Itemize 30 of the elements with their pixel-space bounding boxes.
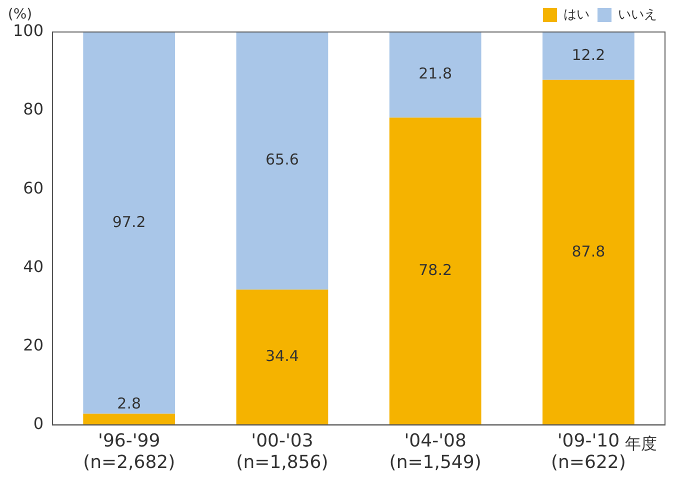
- data-label: 34.4: [266, 347, 299, 366]
- bar: [542, 32, 634, 80]
- bar: [542, 80, 634, 425]
- data-label: 12.2: [572, 46, 606, 64]
- y-tick-label: 60: [23, 178, 44, 198]
- data-label: 65.6: [266, 150, 299, 169]
- bar: [389, 118, 482, 425]
- legend-label: いいえ: [618, 7, 657, 22]
- bar: [83, 414, 176, 425]
- data-label: 78.2: [418, 261, 452, 280]
- legend-label: はい: [564, 7, 590, 22]
- bar: [236, 32, 328, 290]
- y-axis-title: (%): [8, 6, 32, 23]
- x-axis-title: 年度: [625, 434, 657, 453]
- x-tick-label: '96-'99 (n=2,682): [83, 430, 176, 473]
- y-tick-label: 100: [12, 21, 44, 40]
- bar: [83, 32, 176, 414]
- data-label: 21.8: [418, 64, 452, 83]
- y-tick-label: 20: [23, 335, 44, 354]
- y-tick-label: 0: [33, 414, 44, 433]
- x-tick-label: '04-'08 (n=1,549): [389, 430, 482, 473]
- data-label: 2.8: [117, 394, 142, 413]
- bar: [389, 32, 482, 118]
- bar: [236, 290, 328, 425]
- x-tick-label: '09-'10 (n=622): [550, 430, 626, 473]
- y-tick-label: 40: [23, 256, 44, 276]
- x-tick-label: '00-'03 (n=1,856): [236, 430, 328, 473]
- y-tick-label: 80: [23, 100, 44, 119]
- data-label: 87.8: [572, 242, 606, 260]
- data-label: 97.2: [112, 212, 146, 231]
